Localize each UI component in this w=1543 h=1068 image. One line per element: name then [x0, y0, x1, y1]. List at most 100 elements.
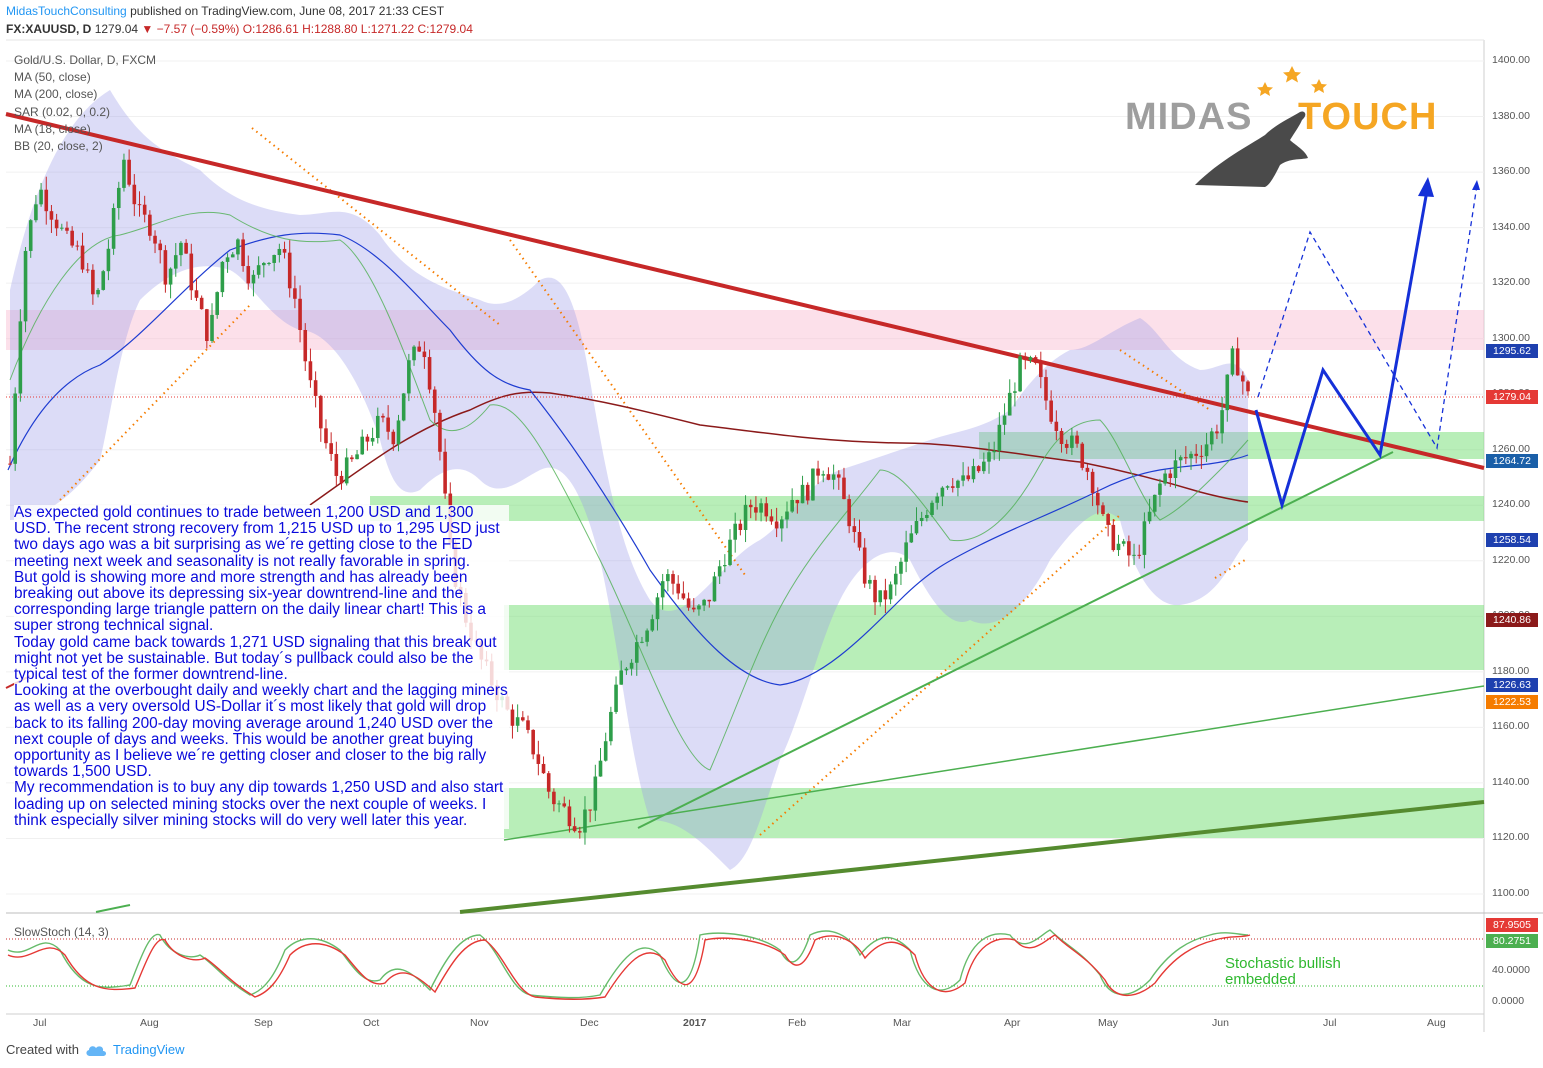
star-icon: [1257, 82, 1273, 96]
created-with-text: Created with: [6, 1042, 79, 1057]
long-uptrend-thin: [503, 685, 1485, 841]
legend-bb[interactable]: BB (20, close, 2): [14, 139, 103, 154]
candle-body: [1085, 467, 1090, 472]
candle-body: [1241, 375, 1245, 382]
time-tick: Feb: [788, 1017, 807, 1029]
price-tick: 1160.00: [1492, 720, 1530, 733]
commentary-paragraph: Today gold came back towards 1,271 USD s…: [14, 633, 497, 684]
candle-body: [805, 484, 810, 501]
candle-body: [1127, 541, 1131, 556]
candle-body: [603, 741, 608, 761]
candle-body: [546, 773, 551, 792]
candle-body: [391, 431, 396, 445]
time-tick: Aug: [140, 1017, 159, 1029]
candle-body: [598, 760, 603, 777]
candle-body: [738, 523, 743, 530]
candle-body: [624, 668, 629, 671]
candle-body: [23, 250, 28, 322]
candle-body: [1007, 392, 1012, 416]
candle-body: [1070, 435, 1074, 448]
candle-body: [733, 523, 737, 540]
support-zone-1190: [504, 605, 1484, 670]
price-tick: 1120.00: [1492, 831, 1530, 844]
legend-ma18[interactable]: MA (18, close): [14, 121, 91, 136]
candle-body: [205, 309, 209, 341]
price-change: ▼ −7.57 (−0.59%): [141, 22, 240, 36]
candle-body: [842, 477, 846, 500]
tradingview-link[interactable]: TradingView: [112, 1042, 185, 1057]
price-label: 1258.54: [1486, 533, 1538, 547]
candle-body: [764, 503, 769, 517]
candle-body: [785, 511, 789, 520]
candle-body: [438, 412, 442, 452]
candle-body: [1178, 457, 1183, 461]
candle-body: [521, 717, 525, 721]
candle-body: [526, 720, 530, 730]
candle-body: [728, 539, 732, 566]
candle-body: [956, 480, 960, 488]
candle-body: [1158, 483, 1162, 495]
stoch-d-line: [7, 934, 1251, 1000]
price-label: 1264.72: [1486, 454, 1538, 468]
candle-body: [158, 243, 163, 251]
candle-body: [510, 709, 515, 726]
candle-body: [396, 420, 401, 445]
candle-body: [401, 393, 406, 421]
candle-body: [230, 254, 235, 258]
stoch-legend[interactable]: SlowStoch (14, 3): [14, 925, 109, 939]
legend-sar[interactable]: SAR (0.02, 0, 0.2): [14, 104, 111, 119]
time-tick: Jun: [1212, 1017, 1229, 1029]
candle-body: [769, 516, 774, 522]
candle-body: [168, 268, 173, 285]
candle-body: [1013, 391, 1017, 393]
candle-body: [210, 314, 214, 341]
candle-body: [1204, 444, 1209, 457]
candle-body: [945, 486, 950, 488]
author-link[interactable]: MidasTouchConsulting: [6, 4, 127, 18]
projection-dashed-arrow: [1472, 180, 1480, 190]
candle-body: [277, 248, 282, 256]
candle-body: [531, 729, 535, 755]
candle-body: [153, 235, 157, 244]
resistance-zone: [6, 310, 1484, 350]
candle-body: [691, 607, 696, 610]
candle-body: [593, 776, 598, 811]
candle-body: [1090, 471, 1095, 493]
candle-body: [1215, 431, 1219, 434]
candle-body: [365, 436, 370, 442]
logo-midas: MIDAS: [1125, 96, 1253, 138]
legend-ma200[interactable]: MA (200, close): [14, 87, 98, 102]
candle-body: [344, 457, 349, 484]
candle-body: [930, 502, 934, 515]
indicator-legend[interactable]: Gold/U.S. Dollar, D, FXCM MA (50, close)…: [14, 52, 156, 155]
candle-body: [1209, 431, 1214, 445]
candle-body: [1111, 524, 1116, 551]
legend-ma50[interactable]: MA (50, close): [14, 70, 91, 85]
candle-body: [1173, 460, 1178, 478]
candle-body: [148, 214, 152, 236]
candle-body: [386, 417, 390, 432]
candle-body: [287, 252, 292, 289]
candle-body: [1147, 511, 1152, 522]
candle-body: [940, 487, 945, 497]
candle-body: [800, 484, 805, 504]
candle-body: [780, 519, 784, 529]
candle-body: [583, 809, 587, 833]
symbol: FX:XAUUSD, D: [6, 22, 92, 36]
candle-body: [743, 504, 748, 530]
candle-body: [614, 684, 618, 712]
candle-body: [360, 436, 365, 455]
legend-title[interactable]: Gold/U.S. Dollar, D, FXCM: [14, 53, 157, 67]
price-tick: 1340.00: [1492, 220, 1530, 233]
candle-body: [308, 361, 313, 381]
candle-body: [13, 393, 17, 464]
candle-body: [179, 242, 183, 256]
candle-body: [857, 531, 862, 548]
candle-body: [883, 590, 888, 600]
candle-body: [821, 474, 826, 476]
commentary-paragraph: As expected gold continues to trade betw…: [14, 504, 500, 570]
candle-body: [370, 437, 375, 442]
ma18-line: [9, 211, 1249, 771]
logo-touch: TOUCH: [1298, 96, 1438, 138]
candle-body: [220, 261, 225, 293]
